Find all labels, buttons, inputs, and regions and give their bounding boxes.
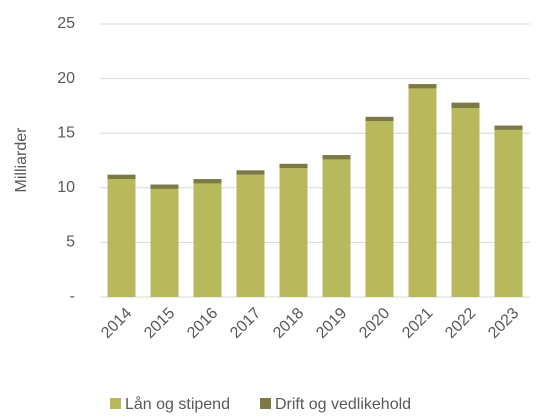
y-tick-label: 15	[57, 124, 75, 141]
bar-segment	[408, 88, 437, 297]
x-tick-label: 2019	[313, 305, 350, 342]
y-tick-label: 10	[57, 179, 75, 196]
y-tick-label: 20	[57, 70, 75, 87]
bar-segment	[322, 159, 351, 297]
x-tick-label: 2022	[442, 305, 479, 342]
legend-label: Lån og stipend	[125, 395, 230, 413]
bar-segment	[236, 174, 265, 297]
bar-segment	[494, 125, 523, 130]
bar-segment	[365, 121, 394, 297]
y-axis-label: Milliarder	[13, 127, 30, 193]
legend-label: Drift og vedlikehold	[275, 396, 411, 413]
bar-segment	[365, 116, 394, 122]
y-tick-label: -	[70, 288, 75, 305]
y-tick-label: 25	[57, 15, 75, 32]
x-tick-label: 2018	[270, 305, 307, 342]
x-tick-label: 2020	[356, 305, 393, 342]
legend-swatch	[259, 398, 271, 409]
x-tick-label: 2017	[227, 305, 264, 342]
y-tick-label: 5	[66, 234, 75, 251]
bar-segment	[451, 108, 480, 297]
x-tick-label: 2016	[184, 305, 221, 342]
bar-segment	[494, 129, 523, 297]
bar-segment	[150, 184, 179, 189]
legend-swatch	[110, 398, 121, 409]
x-tick-label: 2014	[98, 305, 135, 342]
bar-segment	[107, 179, 136, 297]
bar-segment	[236, 170, 265, 175]
bar-segment	[107, 174, 136, 180]
bar-segment	[279, 168, 308, 297]
bar-segment	[322, 155, 351, 160]
bar-segment	[408, 84, 437, 89]
bar-segment	[279, 163, 308, 169]
bar-segment	[193, 183, 222, 297]
bar-segment	[193, 179, 222, 184]
bar-segment	[150, 188, 179, 297]
x-tick-label: 2015	[141, 305, 178, 342]
x-tick-label: 2023	[485, 305, 522, 342]
x-tick-label: 2021	[399, 305, 436, 342]
bar-segment	[451, 102, 480, 109]
